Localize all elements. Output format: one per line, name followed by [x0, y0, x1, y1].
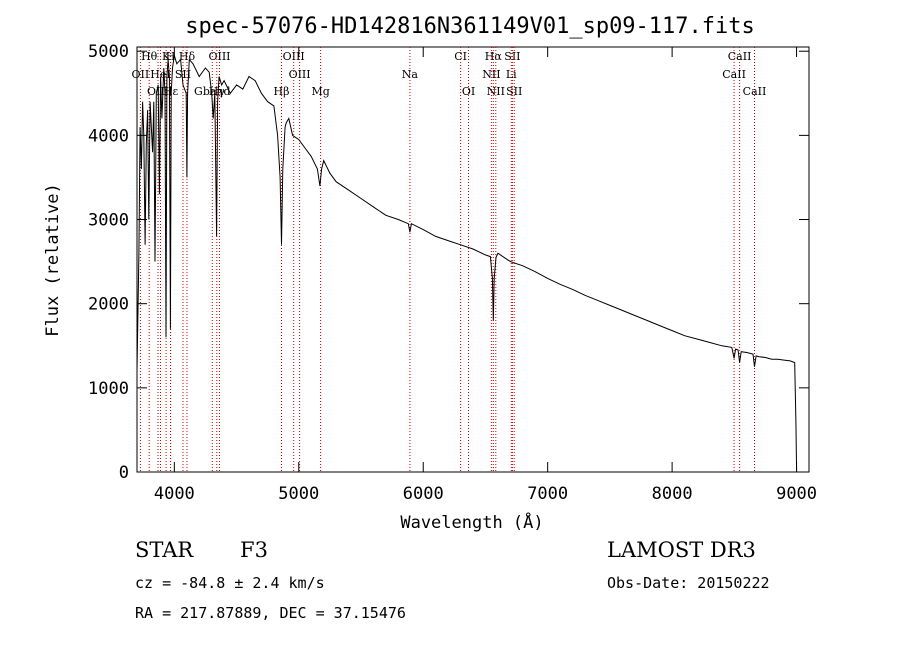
- y-axis-label: Flux (relative): [43, 183, 63, 337]
- marker-label-6: CI: [454, 50, 467, 63]
- marker-label-27: CaII: [743, 85, 767, 98]
- marker-label-12: SII: [175, 68, 191, 81]
- coordinates: RA = 217.87889, DEC = 37.15476: [135, 604, 406, 622]
- marker-label-14: Na: [402, 68, 419, 81]
- marker-label-24: OI: [462, 85, 475, 98]
- axis-ticks: 4000 5000 6000 7000 8000 9000 0 1000 2000 3000 400…: [88, 42, 817, 504]
- obs-date: Obs-Date: 20150222: [607, 574, 770, 592]
- marker-label-15: NII: [482, 68, 500, 81]
- marker-label-7: Hα: [485, 50, 503, 63]
- marker-label-25: NII: [487, 85, 505, 98]
- marker-label-10: OII: [132, 68, 150, 81]
- y-tick-label-3: 3000: [88, 211, 129, 231]
- x-tick-label-1: 5000: [278, 484, 319, 504]
- x-tick-label-4: 8000: [652, 484, 693, 504]
- object-class: STAR: [135, 538, 194, 562]
- object-subclass: F3: [240, 538, 268, 562]
- x-tick-label-5: 9000: [776, 484, 817, 504]
- survey-name: LAMOST DR3: [607, 538, 756, 562]
- marker-label-4: OIII: [208, 50, 230, 63]
- marker-label-20: Gband: [194, 85, 231, 98]
- x-tick-label-2: 6000: [403, 484, 444, 504]
- marker-label-11: HeI: [150, 68, 170, 81]
- chart-title: spec-57076-HD142816N361149V01_sp09-117.f…: [185, 14, 755, 39]
- marker-label-13: OIII: [289, 68, 311, 81]
- marker-label-26: SII: [506, 85, 522, 98]
- y-tick-label-2: 2000: [88, 295, 129, 315]
- marker-label-0: Hθ: [141, 50, 158, 63]
- marker-label-22: Hβ: [274, 85, 290, 98]
- line-markers: HθKHHδOIIIOIIICIHαSIICaIIOIIHeISIIOIIINa…: [132, 47, 767, 472]
- y-tick-label-1: 1000: [88, 379, 129, 399]
- marker-label-21: Hγ: [209, 85, 226, 98]
- y-tick-label-4: 4000: [88, 126, 129, 146]
- marker-label-9: CaII: [728, 50, 752, 63]
- marker-label-3: Hδ: [179, 50, 196, 63]
- marker-label-5: OIII: [283, 50, 305, 63]
- x-tick-label-3: 7000: [527, 484, 568, 504]
- marker-label-16: Li: [506, 68, 517, 81]
- x-axis-label: Wavelength (Å): [400, 511, 543, 533]
- marker-label-1: K: [162, 50, 171, 63]
- plot-frame: [136, 46, 810, 473]
- marker-label-8: SII: [504, 50, 520, 63]
- spectrum-line: [136, 55, 798, 473]
- redshift-text: cz = -84.8 ± 2.4 km/s: [135, 574, 325, 592]
- x-tick-label-0: 4000: [154, 484, 195, 504]
- marker-label-23: Mg: [311, 85, 329, 98]
- marker-label-17: CaII: [722, 68, 746, 81]
- y-tick-label-0: 0: [119, 463, 129, 483]
- y-tick-label-5: 5000: [88, 42, 129, 62]
